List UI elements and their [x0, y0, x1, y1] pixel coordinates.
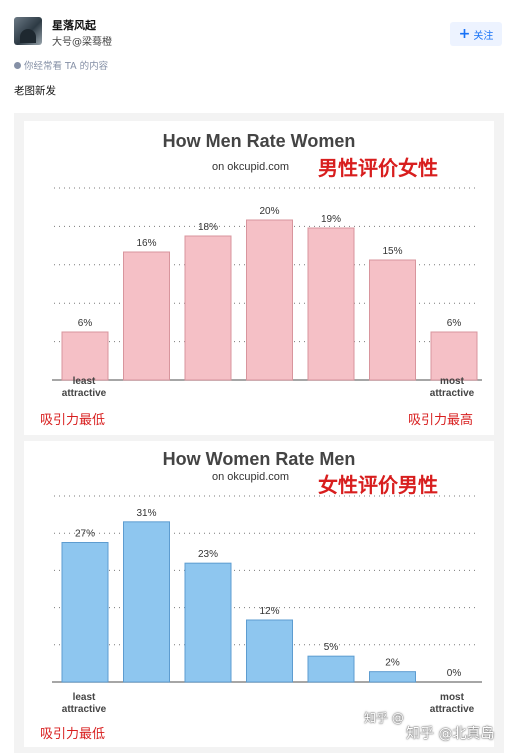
data-label: 2% — [385, 658, 400, 669]
right-end-label-line1: most — [440, 376, 464, 387]
chart-subtitle: on okcupid.com — [212, 471, 290, 483]
bar — [307, 655, 355, 683]
data-label: 0% — [447, 668, 462, 679]
data-label: 12% — [259, 606, 279, 617]
data-label: 6% — [447, 318, 462, 329]
bar — [430, 331, 478, 381]
post-image[interactable]: How Men Rate Women on okcupid.com 男性评价女性… — [14, 113, 504, 753]
bar — [123, 521, 170, 683]
right-end-label-line2: attractive — [429, 704, 475, 715]
left-end-label-line2: attractive — [61, 704, 107, 715]
bar-chart-women-rate-men: 27% 31% 23% 12% 5% 2% 0% — [52, 495, 482, 683]
bar — [369, 259, 416, 381]
bar — [246, 619, 293, 683]
bar — [184, 562, 232, 683]
hint-text: 你经常看 TA 的内容 — [24, 61, 109, 72]
bar — [246, 219, 293, 381]
right-end-label: most attractive — [422, 376, 482, 400]
data-label: 5% — [324, 642, 339, 653]
eye-icon — [14, 61, 21, 69]
watermark-handle: 知乎 @北真岛 — [406, 726, 495, 742]
left-end-label-line1: least — [72, 692, 96, 703]
data-label: 31% — [136, 508, 156, 519]
data-label: 18% — [198, 222, 218, 233]
follow-button[interactable]: + 关注 — [450, 22, 502, 46]
bar-chart-men-rate-women: 6% 16% 18% 20% 19% 15% 6% — [52, 187, 482, 381]
bar — [61, 331, 109, 381]
left-end-zh: 吸引力最低 — [40, 413, 106, 428]
bar — [369, 671, 416, 683]
avatar[interactable] — [14, 17, 42, 45]
data-label: 15% — [382, 246, 402, 257]
right-end-label-line2: attractive — [429, 388, 475, 399]
data-label: 23% — [198, 549, 218, 560]
chart-title: How Women Rate Men — [162, 449, 356, 469]
chart-title: How Men Rate Women — [162, 131, 356, 151]
frequent-view-hint: 你经常看 TA 的内容 — [14, 58, 108, 72]
bar — [307, 227, 355, 381]
left-end-label: least attractive — [52, 692, 116, 716]
chart-panel-women-rate-men: How Women Rate Men on okcupid.com 女性评价男性… — [24, 441, 494, 747]
chart-subtitle: on okcupid.com — [212, 161, 290, 173]
right-end-label-line1: most — [440, 692, 464, 703]
data-label: 20% — [259, 206, 279, 217]
data-label: 19% — [321, 214, 341, 225]
left-end-label-line1: least — [72, 376, 96, 387]
author-subtitle: 大号@梁蓦橙 — [52, 37, 112, 48]
chart-caption-zh: 女性评价男性 — [318, 473, 438, 497]
chart-panel-men-rate-women: How Men Rate Women on okcupid.com 男性评价女性… — [24, 121, 494, 435]
post-body-text: 老图新发 — [14, 85, 56, 97]
bar — [61, 542, 109, 683]
author-name[interactable]: 星落风起 — [52, 19, 96, 32]
chart-caption-zh: 男性评价女性 — [318, 156, 438, 180]
follow-label: 关注 — [473, 30, 494, 42]
watermark-site: 知乎 @ — [364, 711, 404, 725]
left-end-label-line2: attractive — [61, 388, 107, 399]
data-label: 16% — [136, 238, 156, 249]
right-end-label: most attractive — [422, 692, 482, 716]
data-label: 6% — [78, 318, 93, 329]
right-end-zh: 吸引力最高 — [408, 413, 474, 428]
bar — [123, 251, 170, 381]
bar — [184, 235, 232, 381]
left-end-label: least attractive — [52, 376, 116, 400]
data-label: 27% — [75, 529, 95, 540]
left-end-zh: 吸引力最低 — [40, 727, 106, 742]
plus-icon: + — [458, 26, 471, 42]
